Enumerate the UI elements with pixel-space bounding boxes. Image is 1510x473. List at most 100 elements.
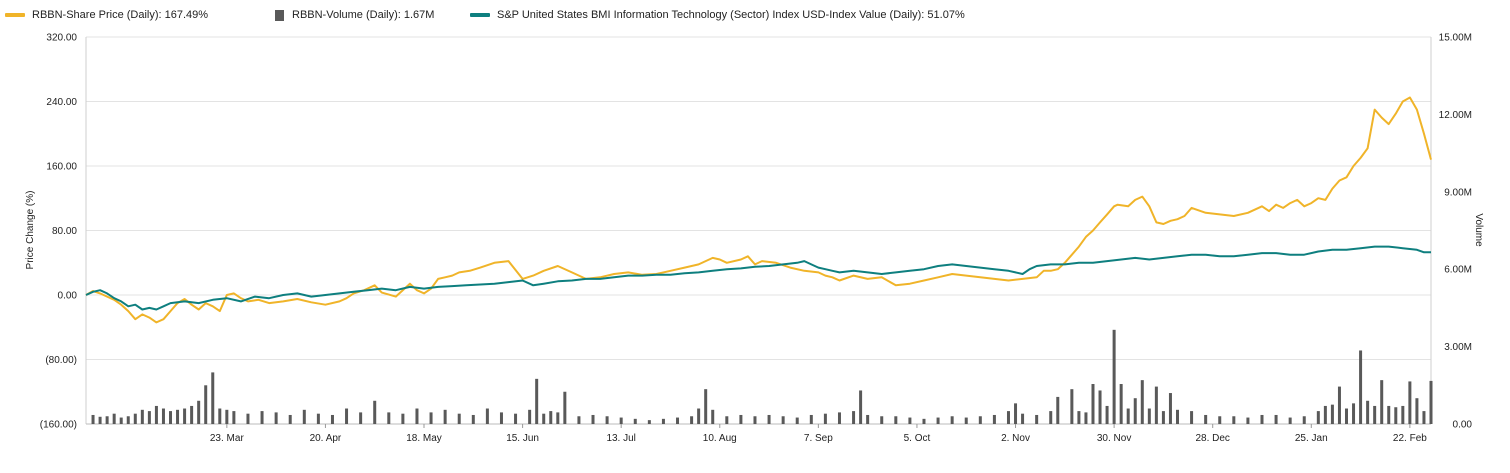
y2-axis-title: Volume (1473, 213, 1484, 247)
y-tick-label: 0.00 (58, 291, 78, 302)
volume-bar (1352, 403, 1356, 424)
volume-bar (992, 414, 996, 424)
volume-bar (1260, 414, 1264, 424)
volume-bar (704, 389, 708, 424)
y-tick-label: 160.00 (46, 162, 77, 173)
volume-bar (225, 409, 229, 424)
volume-bar (1380, 380, 1384, 424)
volume-bar (302, 409, 306, 424)
volume-bar (98, 416, 102, 424)
series-line[interactable] (85, 96, 1432, 324)
volume-bar (556, 412, 560, 424)
x-tick-label: 22. Feb (1393, 433, 1427, 444)
volume-bar (1302, 416, 1306, 424)
volume-bar (535, 378, 539, 424)
volume-bar (866, 414, 870, 424)
volume-bar (218, 408, 222, 424)
volume-bar (183, 408, 187, 424)
series-line[interactable] (85, 245, 1431, 311)
volume-bar (1147, 408, 1151, 424)
legend-item[interactable]: RBBN-Share Price (Daily): 167.49% (5, 8, 208, 22)
volume-bar (676, 417, 680, 424)
volume-bar (647, 420, 651, 424)
volume-bar (1126, 408, 1130, 424)
volume-bar (1014, 403, 1018, 424)
volume-bar (161, 408, 165, 424)
x-tick-label: 25. Jan (1295, 433, 1328, 444)
volume-bar (316, 413, 320, 424)
x-tick-label: 7. Sep (804, 433, 833, 444)
x-tick-label: 18. May (406, 433, 442, 444)
x-tick-label: 23. Mar (210, 433, 245, 444)
volume-bar (274, 412, 278, 424)
legend-label: S&P United States BMI Information Techno… (497, 9, 965, 21)
volume-bar (950, 416, 954, 424)
volume-bar (859, 390, 863, 424)
volume-bar (1401, 405, 1405, 424)
volume-bar (373, 400, 377, 424)
volume-bar (1070, 389, 1074, 424)
y-axis-right: 15.00M 12.00M 9.00M 6.00M 3.00M 0.00 (1439, 33, 1473, 431)
volume-bar (577, 416, 581, 424)
volume-bar (1021, 413, 1025, 424)
volume-bar (1422, 411, 1426, 424)
volume-bar (1049, 411, 1053, 424)
volume-bar (443, 409, 447, 424)
volume-bar (1056, 396, 1060, 424)
volume-bar (809, 414, 813, 424)
volume-bar (1006, 411, 1010, 424)
x-tick-label: 30. Nov (1097, 433, 1131, 444)
volume-bar (499, 412, 503, 424)
volume-bar (1323, 405, 1327, 424)
volume-bar (619, 417, 623, 424)
legend-item[interactable]: RBBN-Volume (Daily): 1.67M (275, 8, 434, 22)
volume-bar (190, 405, 194, 424)
legend-item[interactable]: S&P United States BMI Information Techno… (470, 8, 965, 22)
y2-tick-label: 3.00M (1444, 342, 1472, 353)
volume-bar (823, 413, 827, 424)
volume-bar (837, 412, 841, 424)
volume-bar (978, 416, 982, 424)
volume-bar (1105, 405, 1109, 424)
volume-bar (211, 372, 215, 424)
volume-bar (1387, 405, 1391, 424)
volume-bar (1175, 409, 1179, 424)
volume-bar (1133, 398, 1137, 424)
y-axis-title: Price Change (%) (25, 191, 36, 270)
volume-bar (591, 414, 595, 424)
x-tick-label: 10. Aug (703, 433, 737, 444)
volume-bar (154, 405, 158, 424)
volume-bar (1204, 414, 1208, 424)
volume-bar (1218, 416, 1222, 424)
volume-bar (176, 409, 180, 424)
x-axis: 23. Mar 20. Apr 18. May 15. Jun 13. Jul 10. A… (210, 424, 1427, 444)
volume-bar (169, 411, 173, 424)
volume-bar (1091, 384, 1095, 424)
legend-swatch (5, 13, 25, 17)
volume-bar (1232, 416, 1236, 424)
volume-bar (401, 413, 405, 424)
volume-bar (1337, 386, 1341, 424)
volume-bar (1429, 380, 1433, 424)
volume-bar (690, 416, 694, 424)
legend-label: RBBN-Volume (Daily): 1.67M (292, 9, 435, 21)
x-tick-label: 20. Apr (310, 433, 342, 444)
volume-bar (471, 414, 475, 424)
volume-bar (1330, 404, 1334, 424)
legend: RBBN-Share Price (Daily): 167.49% RBBN-Vo… (0, 0, 1510, 30)
volume-bar (936, 417, 940, 424)
volume-bar (1246, 417, 1250, 424)
volume-bar (852, 411, 856, 424)
volume-bar (739, 414, 743, 424)
volume-bar (542, 413, 546, 424)
volume-bar (697, 408, 701, 424)
volume-bar (1274, 414, 1278, 424)
x-tick-label: 13. Jul (606, 433, 635, 444)
volume-bar (485, 408, 489, 424)
volume-bar (661, 418, 665, 424)
volume-bar (753, 416, 757, 424)
volume-bar (1098, 390, 1102, 424)
x-tick-label: 28. Dec (1195, 433, 1229, 444)
y2-tick-label: 15.00M (1439, 33, 1472, 44)
volume-bar (1168, 393, 1172, 424)
